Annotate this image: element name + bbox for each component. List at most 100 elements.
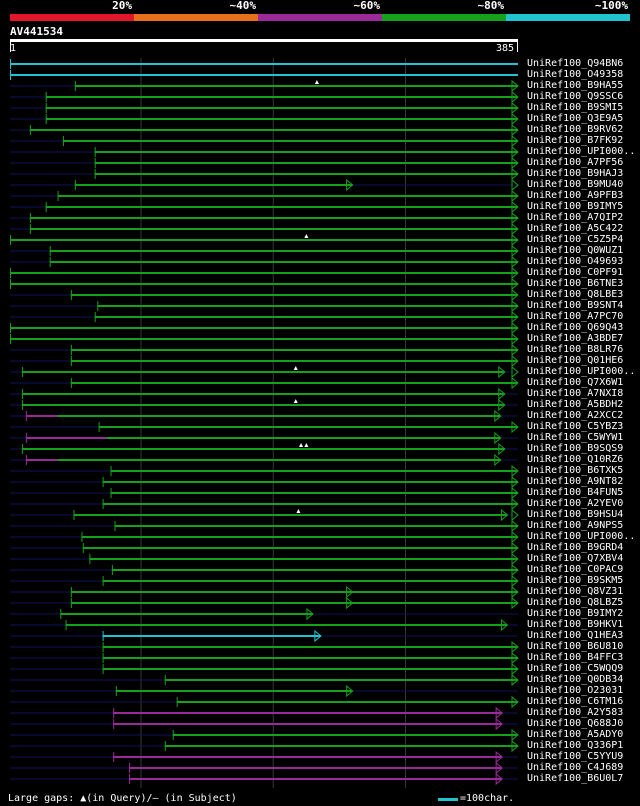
hit-row[interactable] [10, 640, 519, 654]
hit-label[interactable]: UniRef100_Q3E9A5 [527, 113, 624, 124]
hit-label[interactable]: UniRef100_Q336P1 [527, 740, 624, 751]
hit-label[interactable]: UniRef100_Q9SSC6 [527, 91, 624, 102]
hit-row[interactable] [10, 90, 519, 104]
hit-row[interactable] [10, 365, 519, 379]
hit-row[interactable] [10, 321, 519, 335]
hit-label[interactable]: UniRef100_A7QIP2 [527, 212, 624, 223]
hit-label[interactable]: UniRef100_UPI000.. [527, 366, 636, 377]
hit-row[interactable] [10, 453, 518, 467]
hit-row[interactable] [10, 354, 519, 368]
hit-label[interactable]: UniRef100_Q8LBE3 [527, 289, 624, 300]
hit-row[interactable] [10, 59, 518, 69]
hit-label[interactable]: UniRef100_A5C422 [527, 223, 624, 234]
hit-label[interactable]: UniRef100_A5ADY0 [527, 729, 624, 740]
hit-row[interactable] [10, 706, 518, 720]
hit-label[interactable]: UniRef100_A7PF56 [527, 157, 624, 168]
hit-row[interactable] [10, 167, 519, 181]
hit-row[interactable] [10, 431, 518, 445]
hit-row[interactable] [10, 299, 519, 313]
hit-label[interactable]: UniRef100_A3BDE7 [527, 333, 624, 344]
hit-row[interactable] [10, 530, 519, 544]
hit-row[interactable] [10, 332, 519, 346]
hit-row[interactable] [10, 442, 518, 456]
hit-row[interactable] [10, 70, 518, 80]
hit-label[interactable]: UniRef100_A7PC70 [527, 311, 624, 322]
hit-row[interactable] [10, 211, 519, 225]
hit-label[interactable]: UniRef100_C5WQQ9 [527, 663, 624, 674]
hit-label[interactable]: UniRef100_C4J689 [527, 762, 624, 773]
hit-row[interactable] [10, 178, 519, 192]
hit-label[interactable]: UniRef100_UPI000.. [527, 146, 636, 157]
hit-label[interactable]: UniRef100_UPI000.. [527, 531, 636, 542]
hit-label[interactable]: UniRef100_B9SMI5 [527, 102, 624, 113]
hit-row[interactable] [10, 585, 519, 599]
hit-row[interactable] [10, 497, 519, 511]
hit-label[interactable]: UniRef100_B6U0L7 [527, 773, 624, 784]
hit-label[interactable]: UniRef100_B9MU40 [527, 179, 624, 190]
hit-row[interactable] [10, 607, 518, 621]
hit-label[interactable]: UniRef100_O49358 [527, 69, 624, 80]
hit-row[interactable] [10, 255, 519, 269]
hit-label[interactable]: UniRef100_A7NXI8 [527, 388, 624, 399]
hit-row[interactable] [10, 200, 519, 214]
hit-row[interactable] [10, 750, 518, 764]
hit-row[interactable] [10, 717, 518, 731]
hit-label[interactable]: UniRef100_A2XCC2 [527, 410, 624, 421]
hit-label[interactable]: UniRef100_B4FUN5 [527, 487, 624, 498]
hit-label[interactable]: UniRef100_O23031 [527, 685, 624, 696]
hit-row[interactable] [10, 596, 519, 610]
hit-label[interactable]: UniRef100_A9NT82 [527, 476, 624, 487]
hit-label[interactable]: UniRef100_B4FFC3 [527, 652, 624, 663]
hit-label[interactable]: UniRef100_Q8LBZ5 [527, 597, 624, 608]
hit-label[interactable]: UniRef100_Q94BN6 [527, 58, 624, 69]
hit-label[interactable]: UniRef100_C5WYW1 [527, 432, 624, 443]
hit-row[interactable] [10, 772, 518, 786]
hit-label[interactable]: UniRef100_B9SQS9 [527, 443, 624, 454]
hit-row[interactable] [10, 486, 519, 500]
hit-label[interactable]: UniRef100_B8LR76 [527, 344, 624, 355]
hit-row[interactable] [10, 189, 519, 203]
hit-label[interactable]: UniRef100_A2YEV0 [527, 498, 624, 509]
hit-label[interactable]: UniRef100_B9IMY2 [527, 608, 624, 619]
hit-row[interactable] [10, 662, 519, 676]
hit-row[interactable] [10, 563, 519, 577]
hit-row[interactable] [10, 541, 519, 555]
hit-label[interactable]: UniRef100_Q7X6W1 [527, 377, 624, 388]
hit-row[interactable] [10, 288, 519, 302]
hit-label[interactable]: UniRef100_Q01HE6 [527, 355, 624, 366]
hit-row[interactable] [10, 112, 519, 126]
hit-label[interactable]: UniRef100_B9RV62 [527, 124, 624, 135]
hit-label[interactable]: UniRef100_B9SNT4 [527, 300, 624, 311]
hit-label[interactable]: UniRef100_Q0WUZ1 [527, 245, 624, 256]
hit-row[interactable] [10, 376, 519, 390]
hit-row[interactable] [10, 629, 518, 643]
hit-label[interactable]: UniRef100_B9SKM5 [527, 575, 624, 586]
hit-row[interactable] [10, 101, 519, 115]
hit-label[interactable]: UniRef100_C5Z5P4 [527, 234, 624, 245]
hit-row[interactable] [10, 277, 519, 291]
hit-label[interactable]: UniRef100_Q8VZ31 [527, 586, 624, 597]
hit-label[interactable]: UniRef100_B6U810 [527, 641, 624, 652]
hit-row[interactable] [10, 618, 518, 632]
hit-row[interactable] [10, 222, 519, 236]
hit-row[interactable] [10, 728, 519, 742]
hit-row[interactable] [10, 761, 518, 775]
hit-row[interactable] [10, 673, 519, 687]
hit-row[interactable] [10, 574, 519, 588]
hit-row[interactable] [10, 343, 519, 357]
hit-row[interactable] [10, 684, 518, 698]
hit-label[interactable]: UniRef100_A5BDH2 [527, 399, 624, 410]
hit-label[interactable]: UniRef100_B9HAJ3 [527, 168, 624, 179]
hit-row[interactable] [10, 519, 519, 533]
hit-row[interactable] [10, 266, 519, 280]
hit-label[interactable]: UniRef100_O49693 [527, 256, 624, 267]
hit-row[interactable] [10, 387, 518, 401]
hit-label[interactable]: UniRef100_A9PFB3 [527, 190, 624, 201]
hit-label[interactable]: UniRef100_B9HA55 [527, 80, 624, 91]
hit-label[interactable]: UniRef100_B6TXK5 [527, 465, 624, 476]
hit-label[interactable]: UniRef100_C0PF91 [527, 267, 624, 278]
hit-row[interactable] [10, 310, 519, 324]
hit-label[interactable]: UniRef100_C5YBZ3 [527, 421, 624, 432]
hit-row[interactable] [10, 475, 519, 489]
hit-row[interactable] [10, 508, 519, 522]
